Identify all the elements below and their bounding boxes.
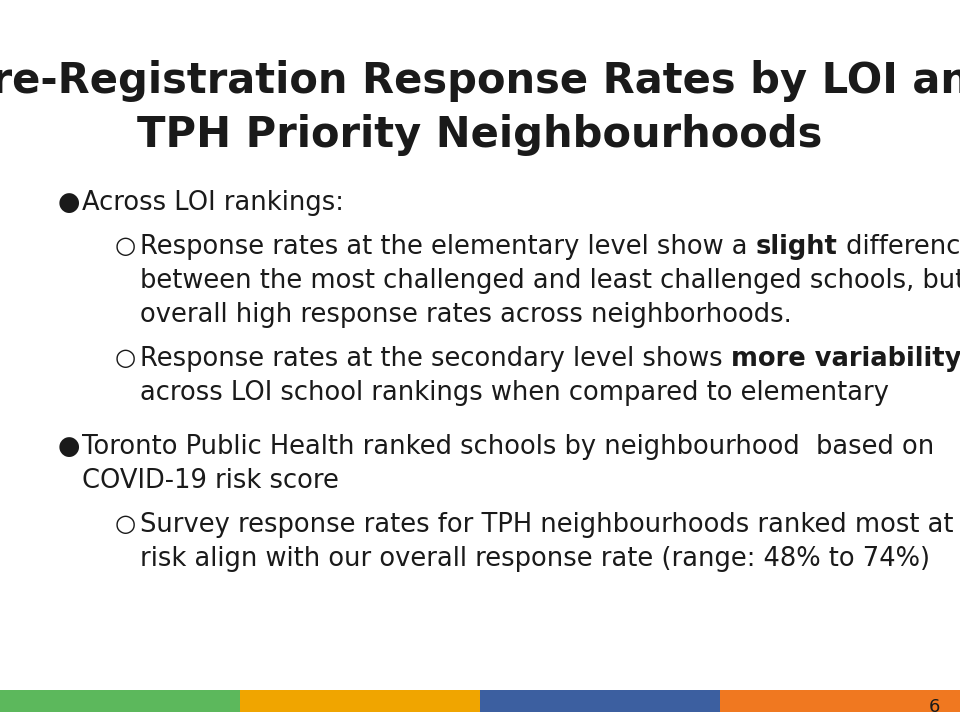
Text: risk align with our overall response rate (range: 48% to 74%): risk align with our overall response rat… [140, 546, 930, 572]
Text: ●: ● [58, 190, 81, 216]
Text: overall high response rates across neighborhoods.: overall high response rates across neigh… [140, 302, 792, 328]
Text: difference: difference [837, 234, 960, 260]
Text: ○: ○ [115, 512, 136, 536]
Text: Survey response rates for TPH neighbourhoods ranked most at: Survey response rates for TPH neighbourh… [140, 512, 953, 538]
Text: COVID-19 risk score: COVID-19 risk score [82, 468, 339, 494]
Text: Response rates at the elementary level show a: Response rates at the elementary level s… [140, 234, 756, 260]
Text: more variability: more variability [731, 346, 960, 372]
Text: 6: 6 [928, 698, 940, 716]
Text: between the most challenged and least challenged schools, but: between the most challenged and least ch… [140, 268, 960, 294]
Bar [0, 690, 240, 712]
Text: across LOI school rankings when compared to elementary: across LOI school rankings when compared… [140, 380, 889, 406]
Text: ○: ○ [115, 346, 136, 370]
Bar [240, 690, 480, 712]
Text: slight: slight [756, 234, 837, 260]
Text: Pre-Registration Response Rates by LOI and
TPH Priority Neighbourhoods: Pre-Registration Response Rates by LOI a… [0, 60, 960, 156]
Text: Response rates at the secondary level shows: Response rates at the secondary level sh… [140, 346, 731, 372]
Text: ○: ○ [115, 234, 136, 258]
Bar [480, 690, 720, 712]
Bar [720, 690, 960, 712]
Text: Across LOI rankings:: Across LOI rankings: [82, 190, 344, 216]
Text: Toronto Public Health ranked schools by neighbourhood  based on: Toronto Public Health ranked schools by … [82, 434, 934, 460]
Text: ●: ● [58, 434, 81, 460]
